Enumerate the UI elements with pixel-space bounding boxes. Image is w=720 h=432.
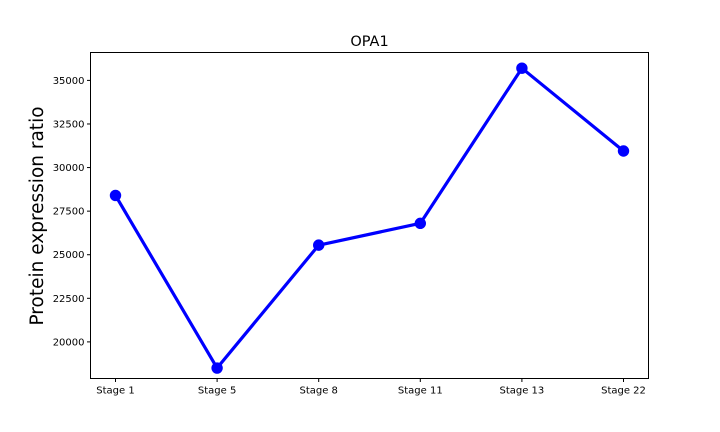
y-tick-label: 22500 <box>53 294 85 305</box>
x-tick-label: Stage 13 <box>499 386 544 397</box>
plot-area-frame <box>90 52 649 379</box>
data-point <box>617 145 630 157</box>
x-axis-ticks: Stage 1 Stage 5 Stage 8 Stage 11 Stage 13 Sta… <box>96 378 646 397</box>
y-tick-label: 27500 <box>53 207 85 218</box>
x-tick-label: Stage 8 <box>299 386 337 397</box>
series-line <box>113 66 626 370</box>
series-group <box>109 62 630 374</box>
data-point <box>109 189 122 202</box>
x-tick-label: Stage 1 <box>96 386 134 397</box>
y-axis-label: Protein expression ratio <box>27 106 48 325</box>
data-point <box>313 239 325 251</box>
data-point <box>516 62 528 74</box>
y-tick-label: 25000 <box>53 250 85 261</box>
x-tick-label: Stage 22 <box>601 386 646 397</box>
y-tick-label: 20000 <box>53 337 85 348</box>
y-tick-label: 32500 <box>53 119 85 130</box>
y-tick-label: 35000 <box>53 76 85 87</box>
x-tick-label: Stage 11 <box>398 386 443 397</box>
x-tick-label: Stage 5 <box>198 386 236 397</box>
chart-title: OPA1 <box>350 34 388 50</box>
data-point <box>211 362 223 374</box>
data-point <box>414 217 426 230</box>
y-axis-ticks: 20000 22500 25000 27500 30000 32500 35000 <box>53 76 91 348</box>
y-tick-label: 30000 <box>53 163 85 174</box>
